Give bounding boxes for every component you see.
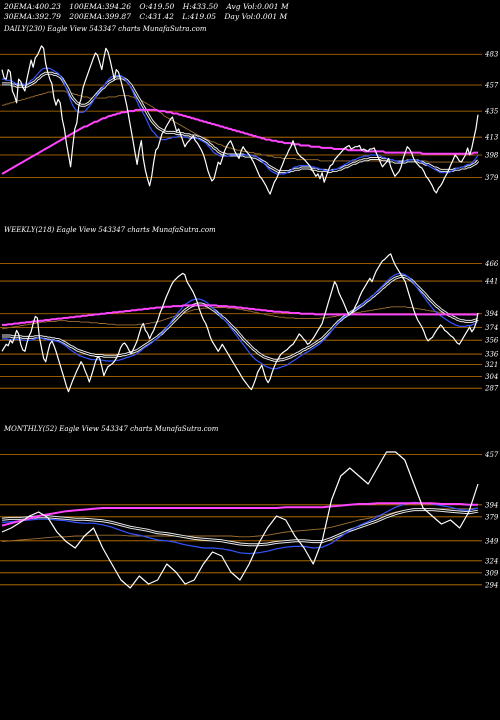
header-row-2: 30EMA:392.79 200EMA:399.87 C:431.42 L:41…: [4, 12, 295, 22]
stat-30ema: 30EMA:392.79: [4, 11, 61, 21]
weekly-tick-label: 304: [485, 373, 498, 381]
stat-high: H:433.50: [182, 2, 219, 11]
weekly-tick-label: 287: [484, 385, 499, 393]
daily-tick-label: 379: [485, 174, 499, 182]
monthly-ema20-line: [1, 501, 479, 555]
stat-open: O:419.50: [139, 2, 175, 11]
daily-ema200-line: [1, 108, 478, 175]
monthly-tick-label: 394: [485, 501, 498, 509]
monthly-tick-label: 324: [485, 557, 498, 565]
monthly-ema30-line-outline: [1, 508, 479, 547]
weekly-tick-label: 374: [485, 324, 498, 332]
daily-price-line: [1, 45, 479, 195]
header-stats: 20EMA:400.23 100EMA:394.26 O:419.50 H:43…: [4, 2, 295, 21]
weekly-ema200-line: [2, 304, 478, 326]
daily-tick-label: 435: [484, 108, 499, 116]
monthly-tick-label: 309: [485, 569, 499, 577]
monthly-tick-label: 379: [485, 513, 499, 521]
weekly-tick-label: 394: [485, 310, 498, 318]
daily-tick-label: 413: [484, 134, 499, 142]
monthly-tick-label: 294: [484, 581, 498, 589]
monthly-tick-label: 457: [484, 451, 499, 459]
daily-ema100-line: [2, 90, 479, 163]
stat-close: C:431.42: [139, 11, 174, 21]
daily-tick-label: 483: [484, 51, 499, 59]
stat-low: L:419.05: [182, 11, 217, 21]
weekly-tick-label: 321: [485, 361, 498, 369]
daily-panel-title: DAILY(230) Eagle View 543347 charts Muna…: [4, 25, 207, 33]
monthly-tick-label: 349: [485, 537, 499, 545]
stat-20ema: 20EMA:400.23: [4, 2, 61, 11]
monthly-ema100-line: [1, 507, 479, 543]
monthly-panel-title: MONTHLY(52) Eagle View 543347 charts Mun…: [4, 425, 219, 433]
header-row-1: 20EMA:400.23 100EMA:394.26 O:419.50 H:43…: [4, 2, 295, 12]
monthly-ema30-line-inner: [1, 509, 479, 546]
weekly-tick-label: 336: [485, 351, 499, 359]
weekly-ema100-line: [1, 306, 478, 330]
weekly-tick-label: 356: [485, 337, 499, 345]
weekly-price-line: [1, 253, 479, 393]
stat-day-vol: Day Vol:0.001 M: [224, 11, 288, 21]
daily-tick-label: 398: [485, 151, 499, 159]
stat-100ema: 100EMA:394.26: [69, 2, 131, 11]
daily-tick-label: 457: [484, 82, 499, 90]
weekly-panel-title: WEEKLY(218) Eagle View 543347 charts Mun…: [4, 226, 216, 234]
stat-avg-vol: Avg Vol:0.001 M: [226, 2, 289, 11]
daily-ema20-line: [2, 67, 479, 175]
stat-200ema: 200EMA:399.87: [69, 11, 131, 21]
weekly-ema30-line-inner: [2, 275, 479, 361]
monthly-price-line: [1, 451, 479, 589]
weekly-tick-label: 441: [484, 278, 498, 286]
weekly-tick-label: 466: [484, 260, 499, 268]
weekly-ema20-line: [2, 272, 479, 370]
monthly-ema200-line: [1, 502, 478, 527]
